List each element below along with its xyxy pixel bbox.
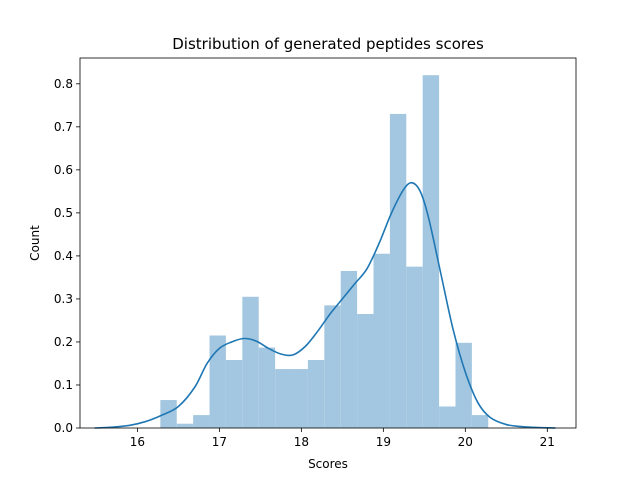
y-tick-label: 0.2 [54, 335, 73, 349]
x-tick-label: 17 [212, 435, 227, 449]
histogram-bar [357, 313, 374, 428]
histogram-bar [275, 369, 292, 428]
histogram-bar [291, 369, 308, 428]
histogram-bar [406, 266, 423, 428]
y-axis-label: Count [28, 225, 42, 261]
y-tick-label: 0.5 [54, 206, 73, 220]
histogram-bar [389, 113, 407, 428]
histogram-bar [258, 347, 276, 428]
histogram-bar [373, 253, 390, 428]
histogram-bar [340, 270, 358, 428]
x-tick-label: 18 [294, 435, 309, 449]
x-axis-ticks: 16 17 18 19 20 21 [130, 428, 555, 449]
x-tick-label: 20 [458, 435, 473, 449]
histogram-bar [242, 296, 259, 428]
histogram-bar [439, 406, 456, 428]
histogram-bar [160, 400, 177, 428]
histogram-bar [422, 75, 440, 429]
y-tick-label: 0.8 [54, 77, 73, 91]
histogram-bar [225, 360, 243, 428]
x-tick-label: 19 [376, 435, 391, 449]
histogram-bars [160, 75, 489, 429]
y-tick-label: 0.1 [54, 378, 73, 392]
y-tick-label: 0.0 [54, 421, 73, 435]
histogram-bar [193, 415, 210, 428]
histogram-bar [307, 360, 325, 428]
y-tick-label: 0.6 [54, 163, 73, 177]
chart-title: Distribution of generated peptides score… [172, 35, 484, 53]
y-tick-label: 0.4 [54, 249, 73, 263]
histogram-bar [176, 423, 194, 428]
kde-curve [94, 181, 556, 429]
x-axis-label: Scores [308, 457, 348, 471]
histogram-bar [471, 415, 489, 428]
histogram-bar [209, 335, 226, 428]
x-tick-label: 16 [130, 435, 145, 449]
plot-area-frame [79, 57, 577, 429]
y-tick-label: 0.7 [54, 120, 73, 134]
y-axis-ticks: 0.0 0.1 0.2 0.3 0.4 0.5 0.6 0.7 0.8 [54, 77, 80, 435]
histogram-bar [324, 305, 341, 428]
histogram-bar [455, 342, 472, 428]
x-tick-label: 21 [540, 435, 555, 449]
y-tick-label: 0.3 [54, 292, 73, 306]
